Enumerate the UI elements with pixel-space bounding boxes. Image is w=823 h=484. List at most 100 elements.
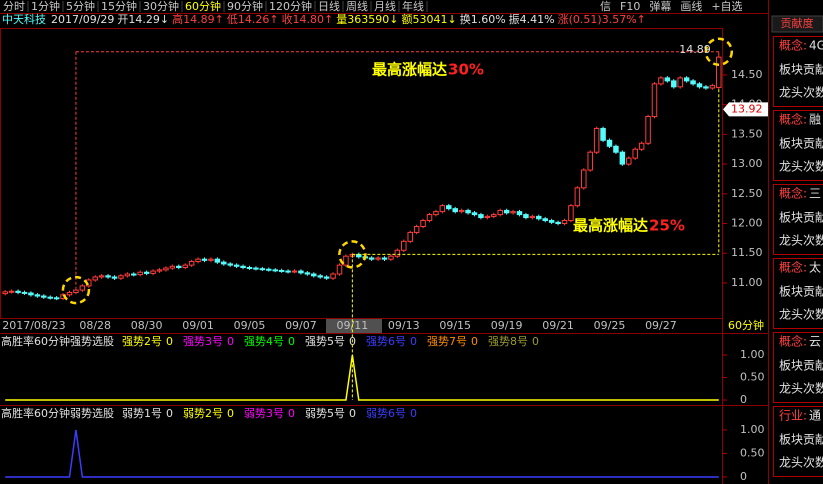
toolbar-button[interactable]: 弹幕 [649,0,671,13]
quote-field: 收14.80↑ [282,12,334,26]
candle-body [221,261,227,265]
y-tick-label: 1.00 [740,423,765,436]
candle-body [41,295,47,298]
candle-body [266,268,272,271]
quote-field: 量363590↓ [336,13,398,26]
sidebar-item[interactable] [773,258,823,329]
candle-body [34,294,41,297]
candle-body [227,263,233,266]
period-tab[interactable]: 120分钟 [269,0,312,13]
period-tab[interactable]: 月线 [374,0,396,13]
item-tag: 概念: [779,260,807,275]
candle-body [156,269,163,272]
y-tick-label: 13.50 [731,127,763,140]
stock-name: 中天科技 [2,12,46,26]
item-line: 板块贡献 [779,432,823,447]
period-tab[interactable]: 年线 [402,0,424,13]
item-name: 融 [809,113,821,127]
candle-body [638,142,645,150]
candle-body [619,151,626,165]
candle-body [343,255,349,266]
period-tab[interactable]: 90分钟 [227,0,263,13]
candle-body [677,77,683,88]
candle-body [131,273,137,276]
sidebar-title: 贡献度 [781,16,814,30]
x-tick-label: 09/21 [542,319,574,332]
annotation-highlight: 30% [448,61,484,79]
candle-body [394,249,401,257]
candle-body [568,205,574,222]
sidebar-item[interactable] [773,110,823,181]
item-tag: 行业: [779,409,807,423]
toolbar-button[interactable]: +自选 [711,0,742,13]
period-tab[interactable]: 5分钟 [66,0,95,13]
legend-name: 强势8号 [488,335,528,348]
candle-body [529,215,536,219]
sidebar-item[interactable] [773,184,823,255]
legend-name: 弱势2号 [183,407,223,420]
candle-body [311,273,317,277]
candle-body [510,211,516,214]
legend-value: 0 [166,407,173,420]
candle-body [253,267,259,270]
candle-body [716,56,722,88]
sidebar-header-box [771,15,823,33]
candle-body [388,255,394,260]
y-tick-label: 12.00 [731,217,763,230]
candle-body [15,290,21,293]
candle-body [401,240,407,251]
period-tab[interactable]: 15分钟 [101,0,137,13]
item-name: 通 [809,409,821,423]
legend-value: 0 [227,407,234,420]
y-tick-label: 0 [740,393,747,406]
period-label: 60分钟 [728,318,764,332]
legend-name: 弱势6号 [366,407,406,420]
period-tab[interactable]: 30分钟 [143,0,179,13]
cursor-date-box [326,319,382,333]
legend-name: 强势3号 [183,335,223,348]
candle-body [536,215,542,220]
candle-body [47,296,53,299]
item-line: 板块贡献 [779,136,823,151]
sidebar-item[interactable] [773,36,823,107]
x-tick-label: 08/30 [131,319,163,332]
y-tick-label: 11.50 [731,246,763,259]
signal-line [5,354,719,401]
candle-body [285,270,291,273]
candle-body [214,258,221,263]
candle-body [105,275,111,278]
candle-body [671,80,677,88]
sidebar-item[interactable] [773,332,823,403]
period-tab[interactable]: 60分钟 [185,0,221,13]
quote-field: 振4.41% [509,12,555,26]
annotation-text: 最高涨幅达 [573,217,648,235]
candle-body [240,265,246,268]
x-tick-label: 09/13 [388,319,420,332]
period-tab[interactable]: 1分钟 [31,0,60,13]
period-tab[interactable]: 分时 [3,0,25,13]
item-tag: 概念: [779,186,807,201]
candle-body [478,214,484,219]
candle-body [246,266,253,269]
item-tag: 概念: [779,334,807,349]
x-tick-label: 08/28 [79,319,111,332]
period-tab[interactable]: 日线 [318,0,340,13]
candle-body [2,291,8,295]
candle-body [484,215,491,219]
annotation-highlight: 25% [649,217,685,235]
highlight-circle [338,240,367,269]
toolbar-button[interactable]: 画线 [680,0,702,13]
x-tick-label: 2017/08/23 [2,319,65,332]
candle-body [304,272,311,275]
toolbar-button[interactable]: 信 [600,0,611,13]
item-line: 龙头次数 [779,85,823,100]
item-name: 三 [809,187,821,201]
candle-body [439,205,446,213]
y-tick-label: 11.00 [731,276,763,289]
period-tab[interactable]: 周线 [346,0,368,13]
y-tick-label: 0 [740,470,747,483]
toolbar-button[interactable]: F10 [620,0,640,13]
sidebar-item[interactable] [773,406,823,477]
candle-body [407,231,413,242]
x-tick-label: 09/07 [285,319,317,332]
